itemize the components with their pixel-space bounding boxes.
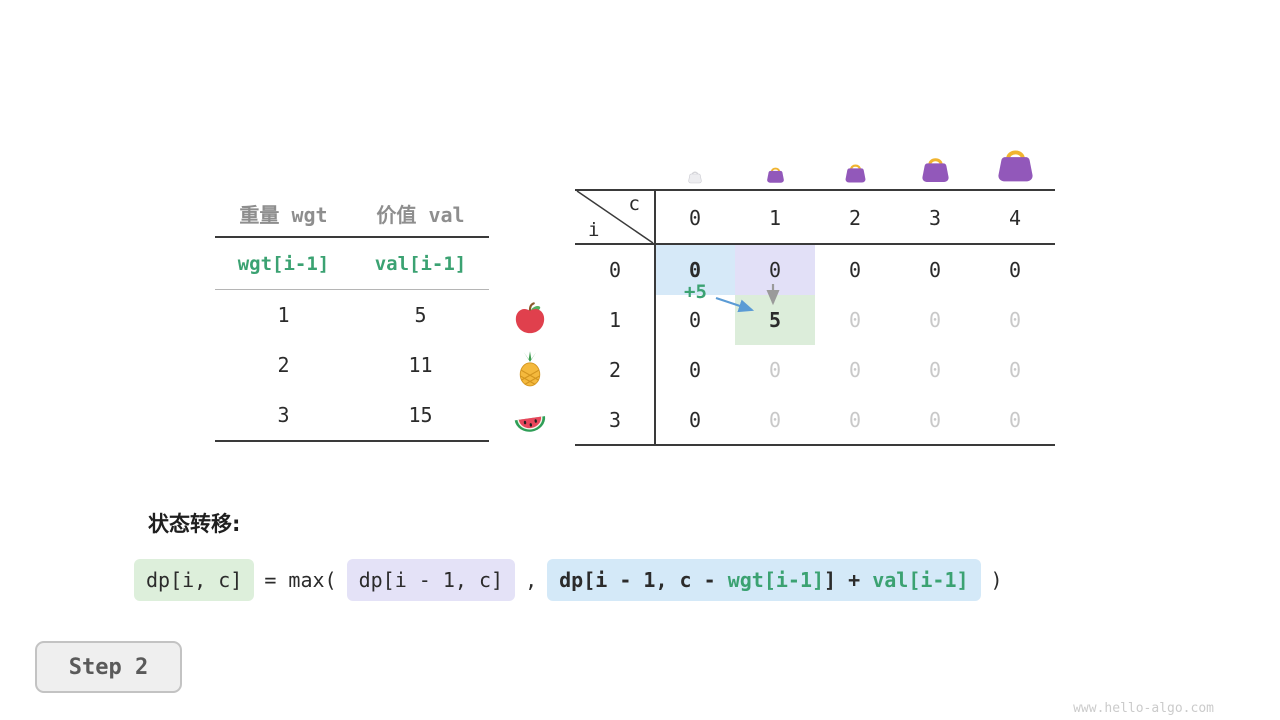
item-table-header-value: 价值 val	[376, 202, 465, 227]
apple-icon-slot	[512, 300, 548, 336]
dp-col-header: 3	[928, 205, 942, 230]
item-table-header-row: 重量 wgt 价值 val	[215, 190, 489, 238]
formula-option-take: dp[i - 1, c - wgt[i-1]] + val[i-1]	[547, 559, 981, 601]
formula-take-prefix: dp[i - 1, c -	[559, 568, 728, 592]
item-table-subheader-val: val[i-1]	[374, 252, 467, 275]
dp-cell-3-1: 0	[768, 408, 782, 432]
dp-col-header: 1	[768, 205, 782, 230]
bag-slot	[735, 138, 815, 186]
dp-cell-1-4: 0	[1008, 308, 1022, 332]
apple-icon	[515, 302, 545, 334]
item-row: 3 15	[215, 390, 489, 440]
dp-row-header: 1	[608, 308, 622, 332]
dp-row: 1 0 5 0 0 0	[575, 295, 1055, 345]
dp-header-row: c i 0 1 2 3 4	[575, 190, 1055, 245]
dp-row-header: 2	[608, 358, 622, 382]
formula-close-paren: )	[990, 568, 1003, 592]
watermark: www.hello-algo.com	[1073, 701, 1214, 716]
dp-cell-0-4: 0	[1008, 258, 1022, 282]
formula-comma: ,	[525, 568, 538, 592]
handbag-icon	[997, 150, 1033, 182]
bag-slot	[895, 138, 975, 186]
state-transition-formula: dp[i, c] = max( dp[i - 1, c] , dp[i - 1,…	[134, 559, 1013, 601]
dp-grid-header-line	[575, 243, 1055, 245]
formula-take-val: val[i-1]	[872, 568, 969, 592]
item-value: 11	[408, 353, 433, 377]
handbag-icon	[845, 164, 865, 183]
dp-cell-2-2: 0	[848, 358, 862, 382]
bag-slot	[655, 138, 735, 186]
dp-col-header: 4	[1008, 205, 1022, 230]
dp-cell-0-0: 0	[655, 245, 735, 295]
dp-cell-2-1: 0	[768, 358, 782, 382]
item-table-subheader-wgt: wgt[i-1]	[237, 252, 330, 275]
dp-row: 3 0 0 0 0 0	[575, 395, 1055, 445]
handbag-icon	[766, 167, 784, 183]
step-indicator-button[interactable]: Step 2	[35, 641, 182, 693]
dp-grid-top-line	[575, 189, 1055, 191]
dp-grid-vertical-line	[654, 189, 656, 446]
transition-value-annotation: +5	[684, 281, 707, 303]
dp-cell-2-0: 0	[688, 358, 702, 382]
item-table: 重量 wgt 价值 val wgt[i-1] val[i-1] 1 5 2 11…	[215, 190, 489, 442]
dp-cell-0-1: 0	[735, 245, 815, 295]
dp-col-header: 2	[848, 205, 862, 230]
dp-cell-1-1: 5	[735, 295, 815, 345]
pineapple-icon	[519, 351, 541, 387]
dp-cell-3-3: 0	[928, 408, 942, 432]
watermelon-icon	[514, 416, 546, 432]
dp-cell-1-3: 0	[928, 308, 942, 332]
dp-cell-3-2: 0	[848, 408, 862, 432]
item-weight: 2	[277, 353, 290, 377]
dp-cell-1-0: 0	[688, 308, 702, 332]
item-row: 2 11	[215, 340, 489, 390]
corner-col-label: c	[628, 193, 640, 215]
dp-cell-3-4: 0	[1008, 408, 1022, 432]
item-value: 5	[414, 303, 427, 327]
dp-cell-2-4: 0	[1008, 358, 1022, 382]
formula-take-wgt: wgt[i-1]	[727, 568, 825, 592]
pineapple-icon-slot	[512, 351, 548, 387]
item-table-body: 1 5 2 11 3 15	[215, 290, 489, 442]
state-transition-label: 状态转移:	[148, 512, 241, 536]
item-table-subheader-row: wgt[i-1] val[i-1]	[215, 238, 489, 290]
dp-cell-0-3: 0	[928, 258, 942, 282]
formula-dp-current: dp[i, c]	[134, 559, 255, 601]
item-weight: 1	[277, 303, 290, 327]
item-row: 1 5	[215, 290, 489, 340]
capacity-bags-row	[655, 138, 1055, 186]
item-weight: 3	[277, 403, 290, 427]
corner-row-label: i	[588, 219, 600, 241]
bag-slot	[975, 138, 1055, 186]
dp-cell-3-0: 0	[688, 408, 702, 432]
dp-row: 2 0 0 0 0 0	[575, 345, 1055, 395]
formula-take-mid: ] +	[824, 568, 873, 592]
dp-cell-1-2: 0	[848, 308, 862, 332]
dp-col-header: 0	[688, 205, 702, 230]
formula-option-skip: dp[i - 1, c]	[346, 559, 516, 601]
handbag-icon	[921, 158, 949, 182]
formula-equals-max: = max(	[264, 568, 337, 592]
bag-slot	[815, 138, 895, 186]
dp-grid-bottom-line	[575, 444, 1055, 446]
handbag-icon	[688, 171, 702, 184]
dp-cell-0-2: 0	[848, 258, 862, 282]
dp-table-corner-cell: c i	[575, 190, 655, 245]
dp-cell-2-3: 0	[928, 358, 942, 382]
dp-row-header: 0	[608, 258, 622, 282]
watermelon-icon-slot	[512, 402, 548, 438]
dp-row-header: 3	[608, 408, 622, 432]
item-value: 15	[408, 403, 433, 427]
item-table-header-weight: 重量 wgt	[239, 202, 328, 227]
